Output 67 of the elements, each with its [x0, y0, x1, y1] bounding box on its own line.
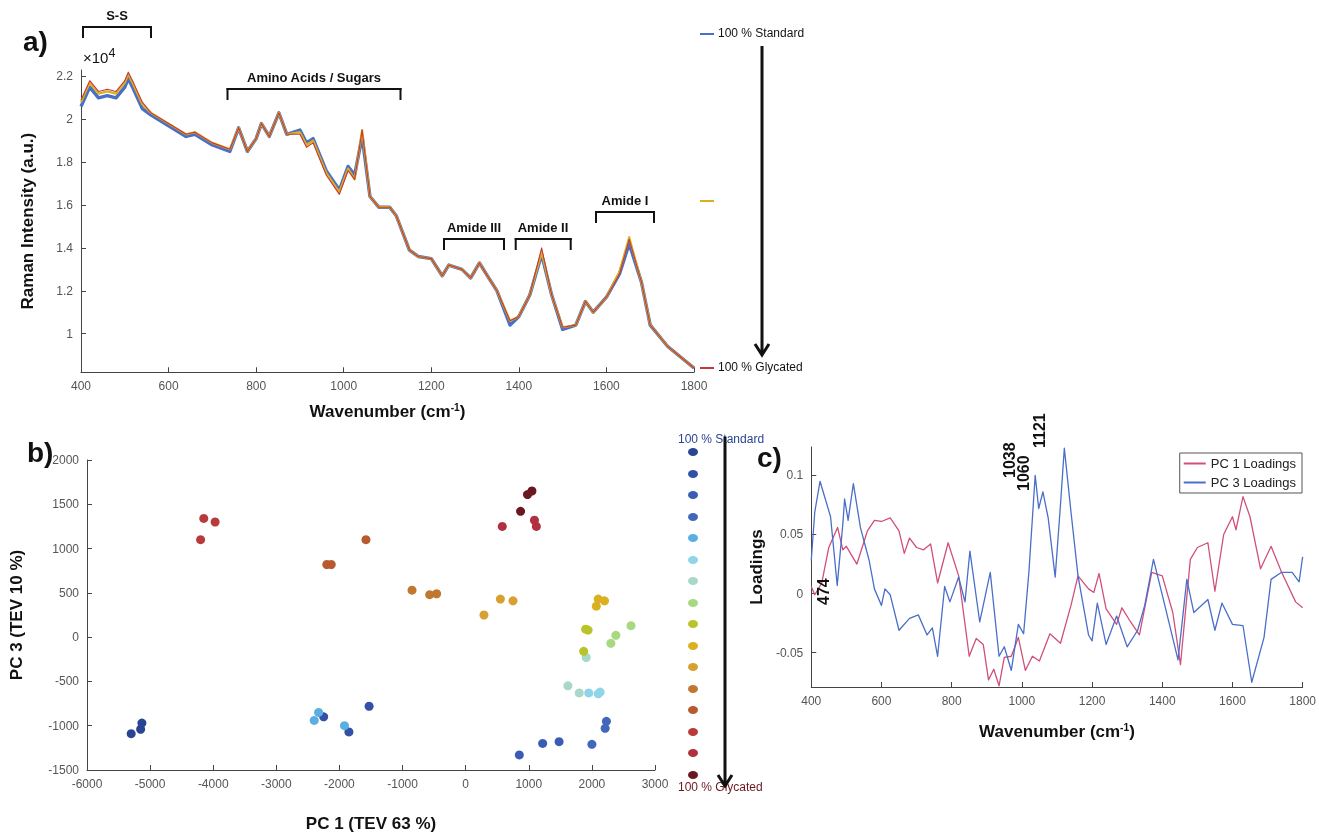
text: 100 % Standard [678, 432, 765, 446]
annotation: 1038 [1001, 442, 1018, 478]
x-tick-label: -4000 [197, 777, 229, 791]
y-tick-label: 2 [66, 112, 74, 127]
x-tick-label: 1200 [1078, 694, 1106, 708]
annotation: Amide III [445, 220, 503, 237]
y-tick-label: -1500 [48, 763, 80, 777]
x-tick-label: -3000 [260, 777, 292, 791]
x-tick-label: 1600 [1219, 694, 1247, 708]
y-tick-label: 1.2 [56, 283, 74, 298]
y-tick-label: 0.1 [786, 468, 804, 483]
y-tick-label: 0 [796, 586, 804, 601]
y-tick-label: 0 [72, 630, 80, 645]
legend-label: PC 1 Loadings [1210, 456, 1297, 471]
y-tick-label: 1.8 [56, 155, 74, 170]
y-tick-label: 500 [58, 585, 80, 600]
legend-label: 100 % Glycated [678, 780, 763, 794]
x-tick-label: 600 [871, 694, 892, 708]
legend-label: 100 % Standard [718, 26, 805, 40]
x-tick-label: 1400 [1148, 694, 1176, 708]
annotation: Amide II [516, 220, 570, 237]
annotation: 1121 [1031, 413, 1049, 448]
y-axis-title: PC 3 (TEV 10 %) [7, 549, 26, 681]
y-tick-label: 1 [66, 326, 74, 341]
x-tick-label: 600 [158, 379, 179, 394]
y-tick-label: 1.4 [56, 240, 74, 255]
y-axis-title: Loadings [747, 529, 766, 605]
x-tick-label: 3000 [641, 777, 669, 791]
y-tick-label: -1000 [48, 718, 80, 733]
x-tick-label: -1000 [387, 777, 419, 791]
chart-title: b) [27, 436, 54, 468]
annotation: 474 [815, 578, 833, 605]
annotation: Amino Acids / Sugars [246, 70, 382, 87]
y-tick-label: 2000 [52, 453, 80, 467]
x-tick-label: 0 [462, 777, 470, 791]
x-tick-label: 1000 [330, 379, 358, 394]
x-tick-label: 1200 [417, 379, 445, 394]
legend-label: 100 % Glycated [718, 360, 803, 374]
x-tick-label: 1400 [505, 379, 533, 394]
x-axis-title: PC 1 (TEV 63 %) [305, 814, 437, 833]
chart-title: a) [23, 25, 48, 57]
x-tick-label: 400 [801, 694, 822, 708]
x-tick-label: 800 [941, 694, 962, 708]
x-tick-label: 2000 [578, 777, 606, 791]
x-tick-label: 800 [246, 379, 267, 394]
text: S-S [105, 8, 129, 25]
x-tick-label: -5000 [134, 777, 166, 791]
y-tick-label: 2.2 [56, 69, 74, 84]
text: ×10$^{4}$ [83, 46, 116, 66]
legend-label: PC 3 Loadings [1210, 475, 1297, 490]
y-tick-label: 1500 [52, 497, 80, 512]
x-tick-label: 1800 [680, 379, 708, 394]
x-tick-label: 1000 [1008, 694, 1036, 708]
y-tick-label: 1000 [52, 541, 80, 556]
y-tick-label: 0.05 [779, 527, 804, 542]
annotation: Amide I [600, 193, 650, 210]
y-tick-label: 1.6 [56, 198, 74, 213]
annotation: 1060 [1015, 455, 1033, 491]
y-tick-label: -0.05 [775, 645, 804, 660]
x-tick-label: 1000 [515, 777, 543, 791]
x-tick-label: 1800 [1289, 694, 1317, 708]
x-tick-label: 400 [70, 379, 92, 394]
x-tick-label: -6000 [71, 777, 103, 791]
x-tick-label: -2000 [324, 777, 356, 791]
y-axis-title: Raman Intensity (a.u.) [18, 132, 37, 310]
y-tick-label: -500 [54, 674, 80, 689]
x-tick-label: 1600 [593, 379, 621, 394]
